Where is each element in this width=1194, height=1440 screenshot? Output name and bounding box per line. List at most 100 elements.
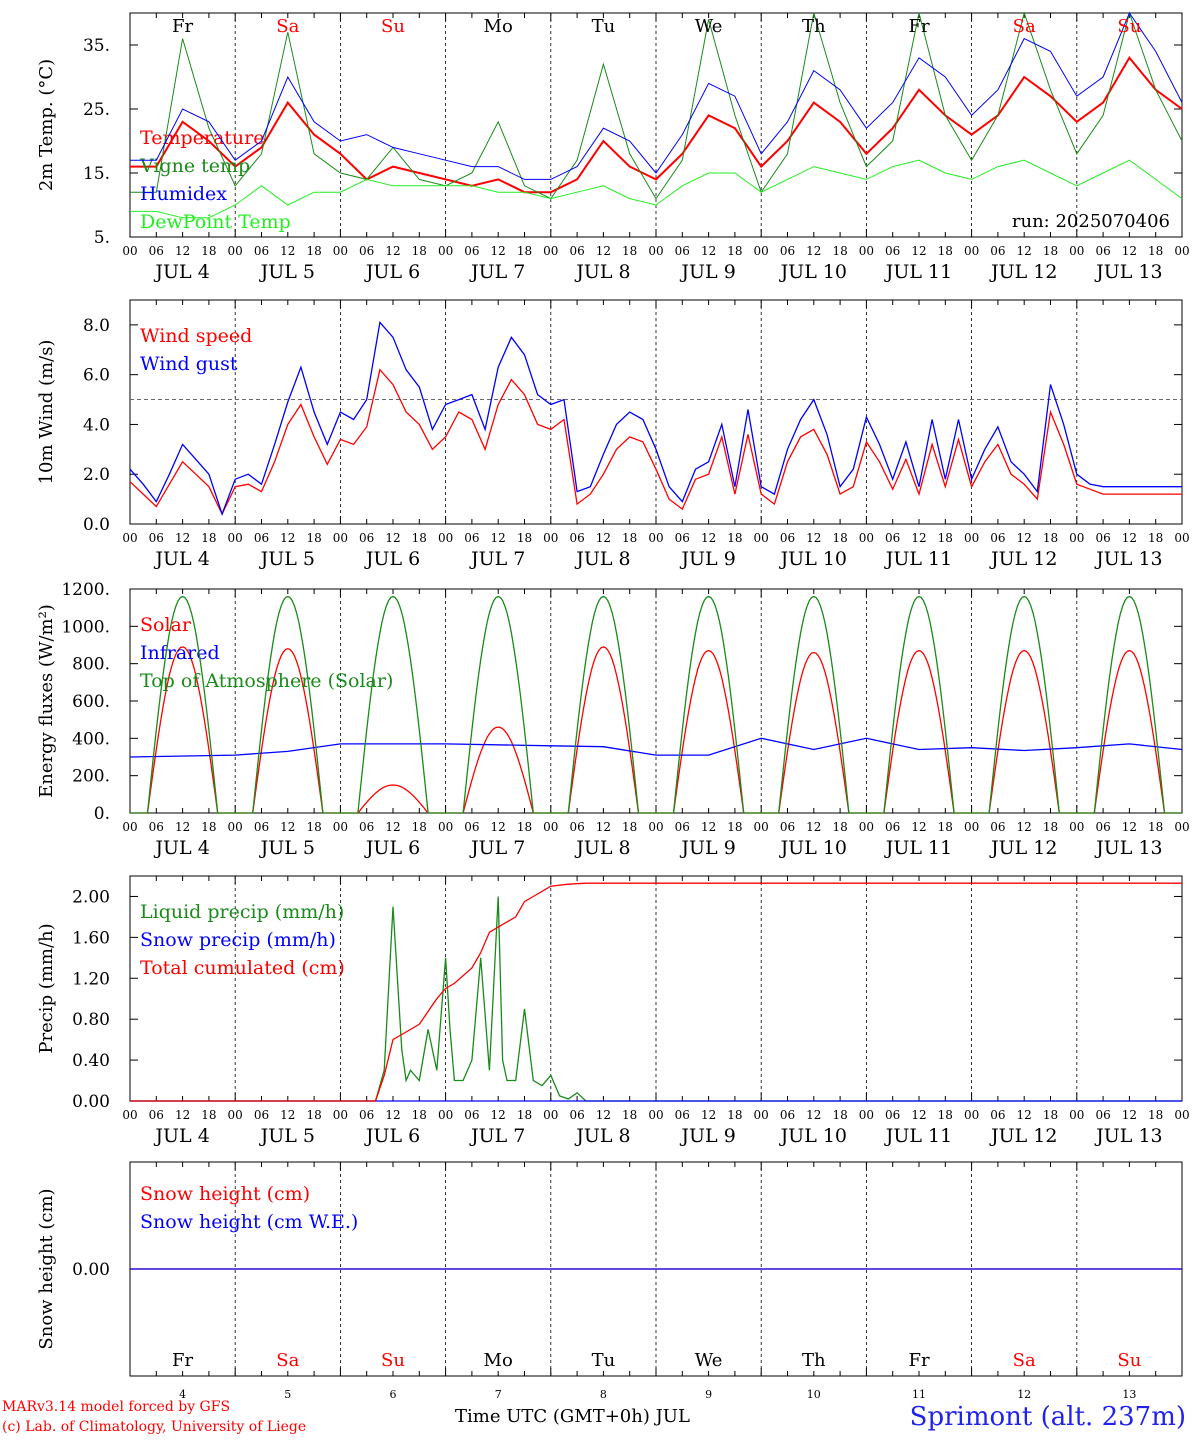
series-line-infrared: [129, 737, 1183, 758]
legend-label: Vigne temp: [139, 155, 250, 177]
hour-tick-label: 00: [438, 244, 453, 258]
hour-tick-label: 00: [438, 820, 453, 834]
y-tick-label: 600.: [72, 692, 110, 712]
hour-tick-label: 06: [254, 531, 269, 545]
hour-tick-label: 18: [412, 1108, 427, 1122]
hour-tick-label: 12: [1122, 820, 1137, 834]
hour-tick-label: 06: [149, 244, 164, 258]
day-number: 6: [390, 1388, 397, 1401]
hour-tick-label: 18: [1148, 820, 1163, 834]
date-label: JUL 8: [574, 261, 630, 283]
hour-tick-label: 18: [1043, 1108, 1058, 1122]
day-name: We: [695, 16, 723, 37]
y-axis-title: 2m Temp. (°C): [36, 59, 57, 191]
hour-tick-label: 12: [596, 820, 611, 834]
day-name: Fr: [172, 16, 193, 37]
series-line-liquid-precip-mm-h-: [130, 896, 1182, 1102]
date-label: JUL 13: [1094, 548, 1162, 570]
hour-tick-label: 18: [306, 820, 321, 834]
hour-tick-label: 18: [412, 244, 427, 258]
day-name: Sa: [276, 16, 299, 37]
hour-tick-label: 18: [622, 531, 637, 545]
y-tick-label: 1.60: [72, 928, 110, 948]
hour-tick-label: 12: [596, 244, 611, 258]
hour-tick-label: 12: [911, 244, 926, 258]
hour-tick-label: 18: [517, 1108, 532, 1122]
date-label: JUL 4: [153, 261, 209, 283]
hour-tick-label: 12: [385, 244, 400, 258]
hour-tick-label: 00: [648, 244, 663, 258]
hour-tick-label: 00: [122, 531, 137, 545]
day-number: 10: [807, 1388, 821, 1401]
hour-tick-label: 18: [306, 531, 321, 545]
panel-frame: [129, 12, 1183, 238]
date-label: JUL 7: [469, 261, 525, 283]
hour-tick-label: 18: [201, 531, 216, 545]
hour-tick-label: 12: [280, 531, 295, 545]
y-tick-label: 800.: [72, 655, 110, 675]
hour-tick-label: 12: [491, 531, 506, 545]
hour-tick-label: 00: [438, 531, 453, 545]
hour-tick-label: 18: [1148, 1108, 1163, 1122]
hour-tick-label: 06: [254, 820, 269, 834]
hour-tick-label: 12: [1017, 531, 1032, 545]
hour-tick-label: 00: [438, 1108, 453, 1122]
day-name: We: [695, 1350, 723, 1371]
hour-tick-label: 06: [149, 820, 164, 834]
panel-precip: 0.00 0.40 0.80 1.20 1.60 2.00 Precip (mm/h) Liq…: [36, 875, 1190, 1147]
date-label: JUL 13: [1094, 1125, 1162, 1147]
date-label: JUL 10: [779, 837, 847, 859]
hour-tick-label: 06: [464, 820, 479, 834]
y-tick-label: 1.20: [72, 969, 110, 989]
run-label: run: 2025070406: [1012, 211, 1170, 232]
panel-temp: 5. 15. 25. 35. 2m Temp. (°C) Temperature Vigne…: [36, 11, 1190, 283]
hour-tick-label: 00: [964, 820, 979, 834]
hour-tick-label: 06: [359, 1108, 374, 1122]
day-name: Sa: [1013, 16, 1036, 37]
y-tick-label: 0.00: [72, 1260, 110, 1280]
hour-tick-label: 12: [385, 820, 400, 834]
hour-tick-label: 12: [701, 244, 716, 258]
hour-tick-label: 18: [938, 820, 953, 834]
legend-label: Liquid precip (mm/h): [140, 901, 344, 923]
hour-tick-label: 00: [648, 820, 663, 834]
y-tick-label: 6.0: [83, 366, 110, 386]
hour-tick-label: 12: [491, 1108, 506, 1122]
day-number: 7: [495, 1388, 502, 1401]
date-label: JUL 7: [469, 548, 525, 570]
day-number: 11: [912, 1388, 926, 1401]
hour-tick-label: 06: [569, 820, 584, 834]
hour-tick-label: 18: [938, 1108, 953, 1122]
hour-tick-label: 12: [1017, 1108, 1032, 1122]
legend-label: Humidex: [140, 183, 227, 205]
panel-wind: 0.0 2.0 4.0 6.0 8.0 10m Wind (m/s) Wind speed W…: [36, 299, 1190, 570]
hour-tick-label: 00: [543, 820, 558, 834]
hour-tick-label: 06: [990, 531, 1005, 545]
hour-tick-label: 06: [569, 244, 584, 258]
hour-tick-label: 18: [938, 531, 953, 545]
hour-tick-label: 00: [543, 1108, 558, 1122]
hour-tick-label: 18: [412, 820, 427, 834]
hour-tick-label: 12: [701, 820, 716, 834]
legend-label: Wind gust: [140, 353, 238, 375]
day-name: Su: [381, 1350, 405, 1371]
hour-tick-label: 18: [517, 244, 532, 258]
hour-tick-label: 18: [727, 1108, 742, 1122]
hour-tick-label: 06: [1095, 1108, 1110, 1122]
date-label: JUL 9: [679, 261, 735, 283]
panel-energy: 0. 200. 400. 600. 800. 1000. 1200.Energy fluxe…: [36, 580, 1190, 859]
y-tick-label: 15.: [83, 164, 110, 184]
hour-tick-label: 00: [859, 820, 874, 834]
hour-tick-label: 18: [1043, 244, 1058, 258]
hour-tick-label: 00: [1174, 820, 1189, 834]
day-name: Fr: [908, 16, 929, 37]
hour-tick-label: 18: [1043, 531, 1058, 545]
day-number: 13: [1122, 1388, 1136, 1401]
hour-tick-label: 00: [228, 531, 243, 545]
date-label: JUL 6: [364, 261, 420, 283]
hour-tick-label: 12: [280, 244, 295, 258]
y-tick-label: 2.00: [72, 887, 110, 907]
hour-tick-label: 00: [333, 244, 348, 258]
hour-tick-label: 00: [228, 244, 243, 258]
